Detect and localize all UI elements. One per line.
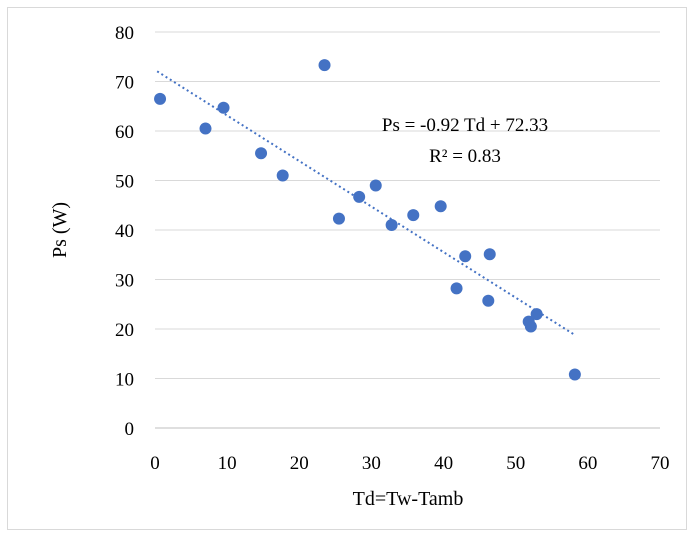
data-point	[385, 219, 398, 232]
data-point	[482, 294, 495, 307]
x-tick-label: 0	[150, 453, 160, 474]
r-squared-label: R² = 0.83	[429, 146, 501, 167]
y-tick-label: 10	[115, 370, 134, 391]
y-tick-label: 40	[115, 221, 134, 242]
data-point	[353, 190, 366, 203]
data-point	[568, 368, 581, 381]
y-tick-label: 80	[115, 23, 134, 44]
x-tick-label: 60	[578, 453, 597, 474]
data-point	[318, 59, 331, 72]
data-point	[276, 169, 289, 182]
x-tick-label: 50	[506, 453, 525, 474]
x-tick-label: 40	[434, 453, 453, 474]
x-axis-ticks: 0 10 20 30 40 50 60 70	[150, 453, 669, 474]
x-axis-title: Td=Tw-Tamb	[353, 488, 464, 510]
y-tick-label: 30	[115, 271, 134, 292]
data-point	[255, 147, 268, 160]
y-tick-label: 20	[115, 320, 134, 341]
y-tick-label: 60	[115, 122, 134, 143]
data-point	[199, 122, 212, 135]
x-tick-label: 10	[218, 453, 237, 474]
data-point	[530, 308, 543, 321]
data-point	[369, 179, 382, 192]
data-point	[524, 320, 537, 333]
data-point	[154, 92, 167, 105]
data-point	[459, 250, 472, 263]
y-tick-label: 70	[115, 73, 134, 94]
data-point	[407, 209, 420, 222]
data-points	[154, 59, 581, 381]
trendline-equation: Ps = -0.92 Td + 72.33	[382, 115, 548, 136]
gridlines	[155, 31, 660, 429]
y-axis-title: Ps (W)	[49, 202, 71, 258]
data-point	[483, 248, 496, 261]
x-tick-label: 70	[651, 453, 670, 474]
y-tick-label: 50	[115, 172, 134, 193]
y-axis-ticks: 0 10 20 30 40 50 60 70 80	[115, 23, 134, 440]
x-tick-label: 30	[362, 453, 381, 474]
data-point	[217, 101, 230, 114]
data-point	[332, 212, 345, 225]
chart-area	[7, 7, 687, 530]
y-tick-label: 0	[125, 419, 135, 440]
x-tick-label: 20	[290, 453, 309, 474]
data-point	[434, 200, 447, 213]
data-point	[450, 282, 463, 295]
